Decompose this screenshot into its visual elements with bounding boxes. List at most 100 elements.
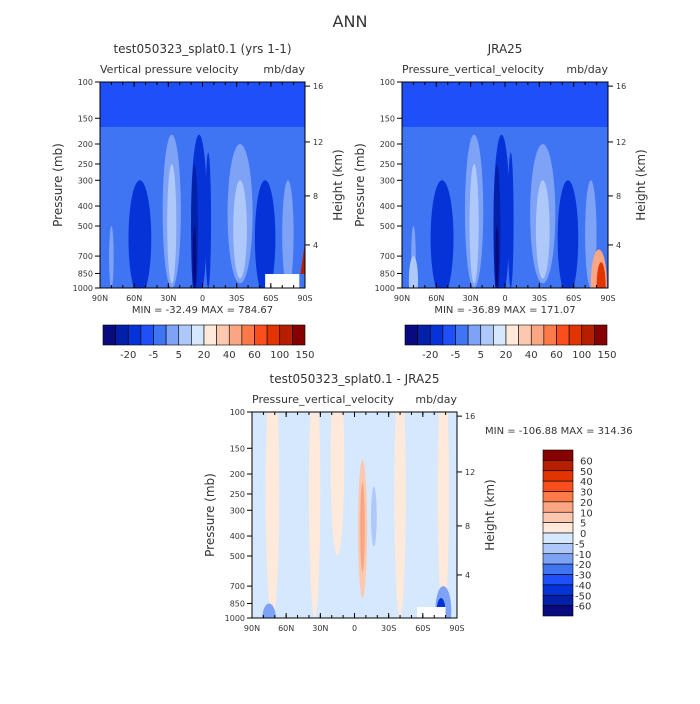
colorbar-swatch	[203, 324, 217, 346]
panel-1: JRA25 Pressure_vertical_velocity mb/day 100…	[353, 42, 648, 361]
y-right-tick-label: 12	[465, 468, 475, 477]
x-tick-label: 30S	[532, 294, 547, 303]
x-tick-label: 90N	[394, 294, 410, 303]
panel-subtitle: Pressure_vertical_velocity	[252, 393, 394, 406]
y-tick-label: 150	[380, 114, 395, 123]
panel-subtitle: Pressure_vertical_velocity	[402, 63, 544, 76]
y-tick-label: 200	[78, 140, 93, 149]
colorbar-label: 20	[500, 350, 513, 361]
x-tick-label: 90S	[600, 294, 615, 303]
colorbar-swatch	[594, 324, 608, 346]
y-tick-label: 400	[78, 202, 93, 211]
panel-units: mb/day	[566, 63, 608, 76]
contour-region	[205, 152, 212, 288]
colorbar-swatch	[581, 324, 595, 346]
panel-subtitle: Vertical pressure velocity	[100, 63, 239, 76]
y-right-tick-label: 4	[616, 241, 621, 250]
min-max-stats: MIN = -36.89 MAX = 171.07	[434, 305, 575, 316]
missing-data	[265, 274, 300, 288]
y-tick-label: 100	[380, 78, 395, 87]
colorbar-swatch	[417, 324, 431, 346]
y-tick-label: 100	[78, 78, 93, 87]
y-tick-label: 200	[230, 470, 245, 479]
contour-region	[254, 180, 276, 288]
colorbar-swatch	[542, 605, 574, 617]
colorbar-label: 60	[580, 456, 593, 467]
colorbar-swatch	[480, 324, 494, 346]
missing-data	[417, 607, 446, 618]
colorbar-label: -60	[575, 602, 591, 613]
panel-units: mb/day	[263, 63, 305, 76]
x-tick-label: 30S	[229, 294, 244, 303]
y-right-tick-label: 8	[313, 192, 318, 201]
colorbar-swatch	[429, 324, 444, 346]
colorbar-swatch	[542, 522, 574, 534]
y-tick-label: 1000	[375, 284, 395, 293]
colorbar-swatch	[542, 553, 574, 565]
y-tick-label: 300	[78, 176, 93, 185]
colorbar-label: -20	[120, 350, 136, 361]
panel-2: test050323_splat0.1 - JRA25 Pressure_vert…	[203, 372, 633, 633]
y-tick-label: 1000	[225, 614, 245, 623]
y-right-tick-label: 16	[616, 82, 626, 91]
y-tick-label: 150	[78, 114, 93, 123]
y-tick-label: 1000	[73, 284, 93, 293]
x-tick-label: 60N	[278, 624, 294, 633]
colorbar-swatch	[102, 324, 116, 346]
y-right-axis-label: Height (km)	[634, 149, 648, 220]
contour-region	[371, 486, 377, 547]
colorbar-swatch	[292, 324, 306, 346]
colorbar-label: -20	[422, 350, 438, 361]
x-tick-label: 90N	[92, 294, 108, 303]
y-tick-label: 500	[380, 222, 395, 231]
colorbar-label: 0	[580, 529, 586, 540]
y-tick-label: 850	[230, 599, 245, 608]
contour-region	[394, 412, 406, 618]
y-right-tick-label: 16	[313, 82, 323, 91]
x-tick-label: 60S	[415, 624, 430, 633]
colorbar-swatch	[266, 324, 281, 346]
x-tick-label: 30N	[463, 294, 479, 303]
colorbar-label: 5	[580, 519, 586, 530]
y-axis-label: Pressure (mb)	[51, 143, 65, 227]
contour-region	[128, 180, 152, 288]
y-tick-label: 250	[78, 160, 93, 169]
colorbar-swatch	[556, 324, 570, 346]
y-right-axis-label: Height (km)	[483, 479, 497, 550]
colorbar-swatch	[542, 574, 574, 586]
y-axis-label: Pressure (mb)	[353, 143, 367, 227]
x-tick-label: 0	[502, 294, 507, 303]
colorbar-swatch	[530, 324, 545, 346]
x-tick-label: 60N	[428, 294, 444, 303]
contour-region	[300, 242, 305, 274]
x-tick-label: 90N	[244, 624, 260, 633]
colorbar-swatch	[178, 324, 192, 346]
contour-region	[282, 180, 294, 288]
colorbar-label: 10	[580, 508, 593, 519]
colorbar-label: -5	[575, 539, 585, 550]
colorbar-swatch	[542, 594, 574, 606]
contour-region	[233, 180, 247, 279]
page-title: ANN	[333, 12, 368, 31]
colorbar-swatch	[518, 324, 532, 346]
colorbar-swatch	[542, 584, 574, 596]
colorbar-label: 40	[525, 350, 538, 361]
y-tick-label: 400	[230, 532, 245, 541]
colorbar-swatch	[241, 324, 255, 346]
colorbar-swatch	[542, 543, 574, 555]
colorbar-swatch	[542, 480, 574, 492]
y-right-tick-label: 4	[465, 571, 470, 580]
contour-region	[308, 412, 321, 618]
x-tick-label: 60N	[126, 294, 142, 303]
panel-title: test050323_splat0.1 (yrs 1-1)	[113, 42, 291, 56]
contour-region	[507, 152, 514, 288]
colorbar-swatch	[442, 324, 456, 346]
contour-region	[469, 163, 479, 284]
y-tick-label: 850	[78, 269, 93, 278]
colorbar-swatch	[543, 324, 557, 346]
y-tick-label: 400	[380, 202, 395, 211]
contour-region	[265, 412, 280, 618]
colorbar-label: 150	[295, 350, 314, 361]
contour-region	[360, 482, 365, 573]
